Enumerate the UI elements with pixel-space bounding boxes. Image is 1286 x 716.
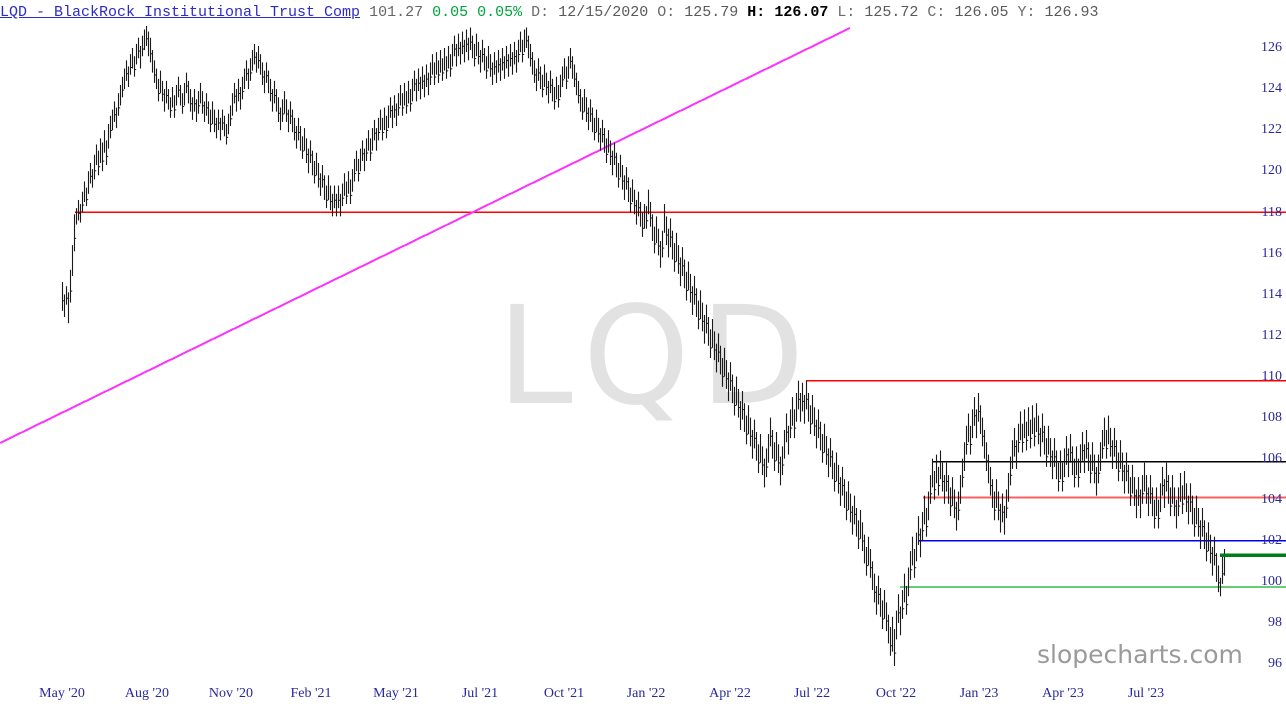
x-axis-tick-label: Jan '22 [626,686,666,701]
close-label: C: [927,4,946,21]
x-axis-tick-label: Aug '20 [124,686,170,701]
price-plot-area[interactable] [0,26,1286,676]
x-axis-tick-label: Apr '23 [1042,686,1084,701]
x-axis-tick-label: Jul '21 [461,686,499,701]
date-value: 12/15/2020 [558,4,649,21]
open-value: 125.79 [684,4,739,21]
low-label: L: [837,4,856,21]
x-axis-tick-label: Jul '23 [1127,686,1165,701]
last-price: 101.27 [369,4,424,21]
high-label: H: [747,4,766,21]
yesterday-label: Y: [1017,4,1036,21]
high-value: 126.07 [774,4,829,21]
x-axis-tick-label: Feb '21 [290,686,332,701]
overlay-lines-layer [0,26,1286,588]
symbol-name-link[interactable]: LQD - BlackRock Institutional Trust Comp [0,4,361,21]
yesterday-value: 126.93 [1044,4,1099,21]
price-bars-layer [61,26,1226,667]
quote-header-bar: LQD - BlackRock Institutional Trust Comp… [0,0,1286,26]
uptrend-line[interactable] [0,27,851,444]
x-axis-tick-label: May '21 [373,686,419,701]
x-axis-tick-label: Oct '21 [543,686,585,701]
x-axis-tick-label: Oct '22 [875,686,917,701]
price-chart-svg[interactable] [0,26,1286,676]
x-axis-tick-label: Nov '20 [208,686,254,701]
open-label: O: [657,4,676,21]
low-value: 125.72 [864,4,919,21]
price-change-percent: 0.05% [477,4,523,21]
x-axis-tick-label: May '20 [39,686,85,701]
date-label: D: [531,4,550,21]
x-axis-tick-label: Jul '22 [793,686,831,701]
price-change: 0.05 [432,4,469,21]
x-axis-tick-label: Apr '22 [709,686,751,701]
close-value: 126.05 [954,4,1009,21]
x-axis-tick-label: Jan '23 [959,686,999,701]
